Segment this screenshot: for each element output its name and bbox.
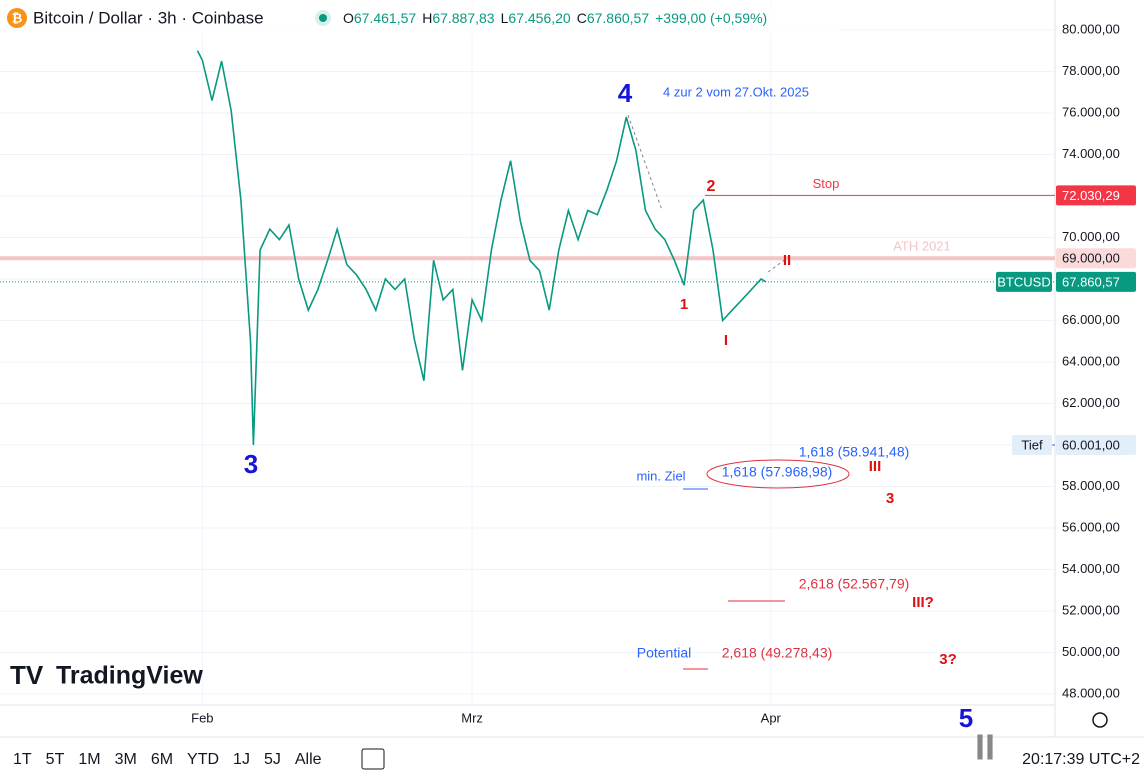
price-label-box (1056, 434, 1136, 455)
annotation: Potential (637, 645, 691, 661)
price-label: 60.001,00 (1062, 437, 1120, 452)
annotation: II (975, 727, 995, 768)
range-button[interactable]: YTD (187, 751, 219, 768)
ohlc-key: O (343, 10, 354, 26)
annotation: 1,618 (57.968,98) (722, 464, 833, 480)
price-label: 67.860,57 (1062, 274, 1120, 289)
annotation: III (869, 458, 882, 475)
range-button[interactable]: 6M (151, 751, 173, 768)
annotation: III? (912, 594, 934, 611)
y-tick-label: 76.000,00 (1062, 104, 1120, 119)
header-bg (0, 2, 840, 34)
annotation: 1,618 (58.941,48) (799, 444, 910, 460)
logo: TV TradingView (10, 660, 203, 690)
symbol-label: Tief (1021, 437, 1043, 452)
ohlc-key: H (422, 10, 432, 26)
y-tick-label: 56.000,00 (1062, 519, 1120, 534)
range-button[interactable]: 3M (115, 751, 137, 768)
range-button[interactable]: Alle (295, 751, 322, 768)
symbol-label-box (996, 271, 1052, 292)
annotation: II (783, 252, 791, 269)
annotation: 2 (707, 178, 716, 195)
ohlc-value: 67.860,57 (587, 10, 649, 26)
y-tick-label: 74.000,00 (1062, 146, 1120, 161)
ohlc-value: 67.456,20 (508, 10, 570, 26)
coin-icon (7, 8, 27, 28)
status-dot (319, 14, 327, 22)
plot: Stop ATH 2021 (0, 0, 1055, 705)
ohlc-change: +399,00 (+0,59%) (655, 10, 767, 26)
y-tick-label: 70.000,00 (1062, 229, 1120, 244)
annotation: I (724, 332, 728, 349)
date-range-icon[interactable] (361, 748, 385, 770)
range-button[interactable]: 5T (46, 751, 65, 768)
y-tick-label: 52.000,00 (1062, 602, 1120, 617)
range-button[interactable]: 1J (233, 751, 250, 768)
header: ₿ Bitcoin / Dollar · 3h · Coinbase O67.4… (0, 2, 840, 34)
price-line-series (196, 50, 767, 446)
y-tick-label: 58.000,00 (1062, 478, 1120, 493)
annotation: 4 (618, 78, 633, 108)
annotation: min. Ziel (636, 468, 685, 483)
annotation: 3? (939, 651, 957, 668)
y-tick-label: 50.000,00 (1062, 644, 1120, 659)
target-ellipse (706, 459, 850, 489)
y-tick-label: 62.000,00 (1062, 395, 1120, 410)
range-button[interactable]: 1M (78, 751, 100, 768)
coin-symbol: ₿ (12, 10, 23, 25)
price-label: 72.030,29 (1062, 188, 1120, 203)
x-tick-label: Feb (191, 710, 213, 725)
annotation: 5 (959, 703, 973, 733)
ohlc-key: L (501, 10, 509, 26)
price-line-text: Stop (813, 176, 840, 191)
ohlc: O67.461,57 H67.887,83 L67.456,20 C67.860,57… (343, 10, 767, 26)
price-line-text: ATH 2021 (893, 239, 951, 254)
annotation: 3 (244, 449, 258, 479)
toolbar: 20:17:39 UTC+2 1T 5T 1M 3M 6M YTD 1J 5J Alle (13, 748, 1140, 770)
range-button[interactable]: 5J (264, 751, 281, 768)
symbol-title: Bitcoin / Dollar · 3h · Coinbase (33, 8, 264, 27)
clock: 20:17:39 UTC+2 (1022, 751, 1140, 768)
price-label-box (1056, 185, 1136, 206)
price-label-box (1056, 248, 1136, 269)
wave-dash (767, 255, 791, 273)
y-tick-label: 64.000,00 (1062, 353, 1120, 368)
symbol-label: BTCUSD (997, 274, 1050, 289)
ohlc-value: 67.887,83 (432, 10, 494, 26)
annotation: 2,618 (52.567,79) (799, 576, 910, 592)
x-tick-label: Apr (761, 710, 782, 725)
annotation: 3 (886, 490, 894, 507)
logo-mark: TV (10, 660, 44, 690)
ohlc-value: 67.461,57 (354, 10, 416, 26)
price-label: 69.000,00 (1062, 251, 1120, 266)
price-label-box (1056, 271, 1136, 292)
range-button[interactable]: 1T (13, 751, 32, 768)
x-tick-label: Mrz (461, 710, 483, 725)
y-tick-label: 66.000,00 (1062, 312, 1120, 327)
y-tick-label: 54.000,00 (1062, 561, 1120, 576)
annotation: 2,618 (49.278,43) (722, 645, 833, 661)
annotation: 4 zur 2 vom 27.Okt. 2025 (663, 84, 809, 99)
wave-dash (627, 114, 663, 211)
logo-text: TradingView (56, 662, 203, 690)
y-tick-label: 78.000,00 (1062, 63, 1120, 78)
settings-icon[interactable] (1092, 712, 1108, 728)
symbol-label-box (1012, 434, 1052, 455)
y-tick-label: 80.000,00 (1062, 21, 1120, 36)
ohlc-key: C (577, 10, 587, 26)
y-tick-label: 48.000,00 (1062, 685, 1120, 700)
annotation: 1 (680, 296, 688, 313)
